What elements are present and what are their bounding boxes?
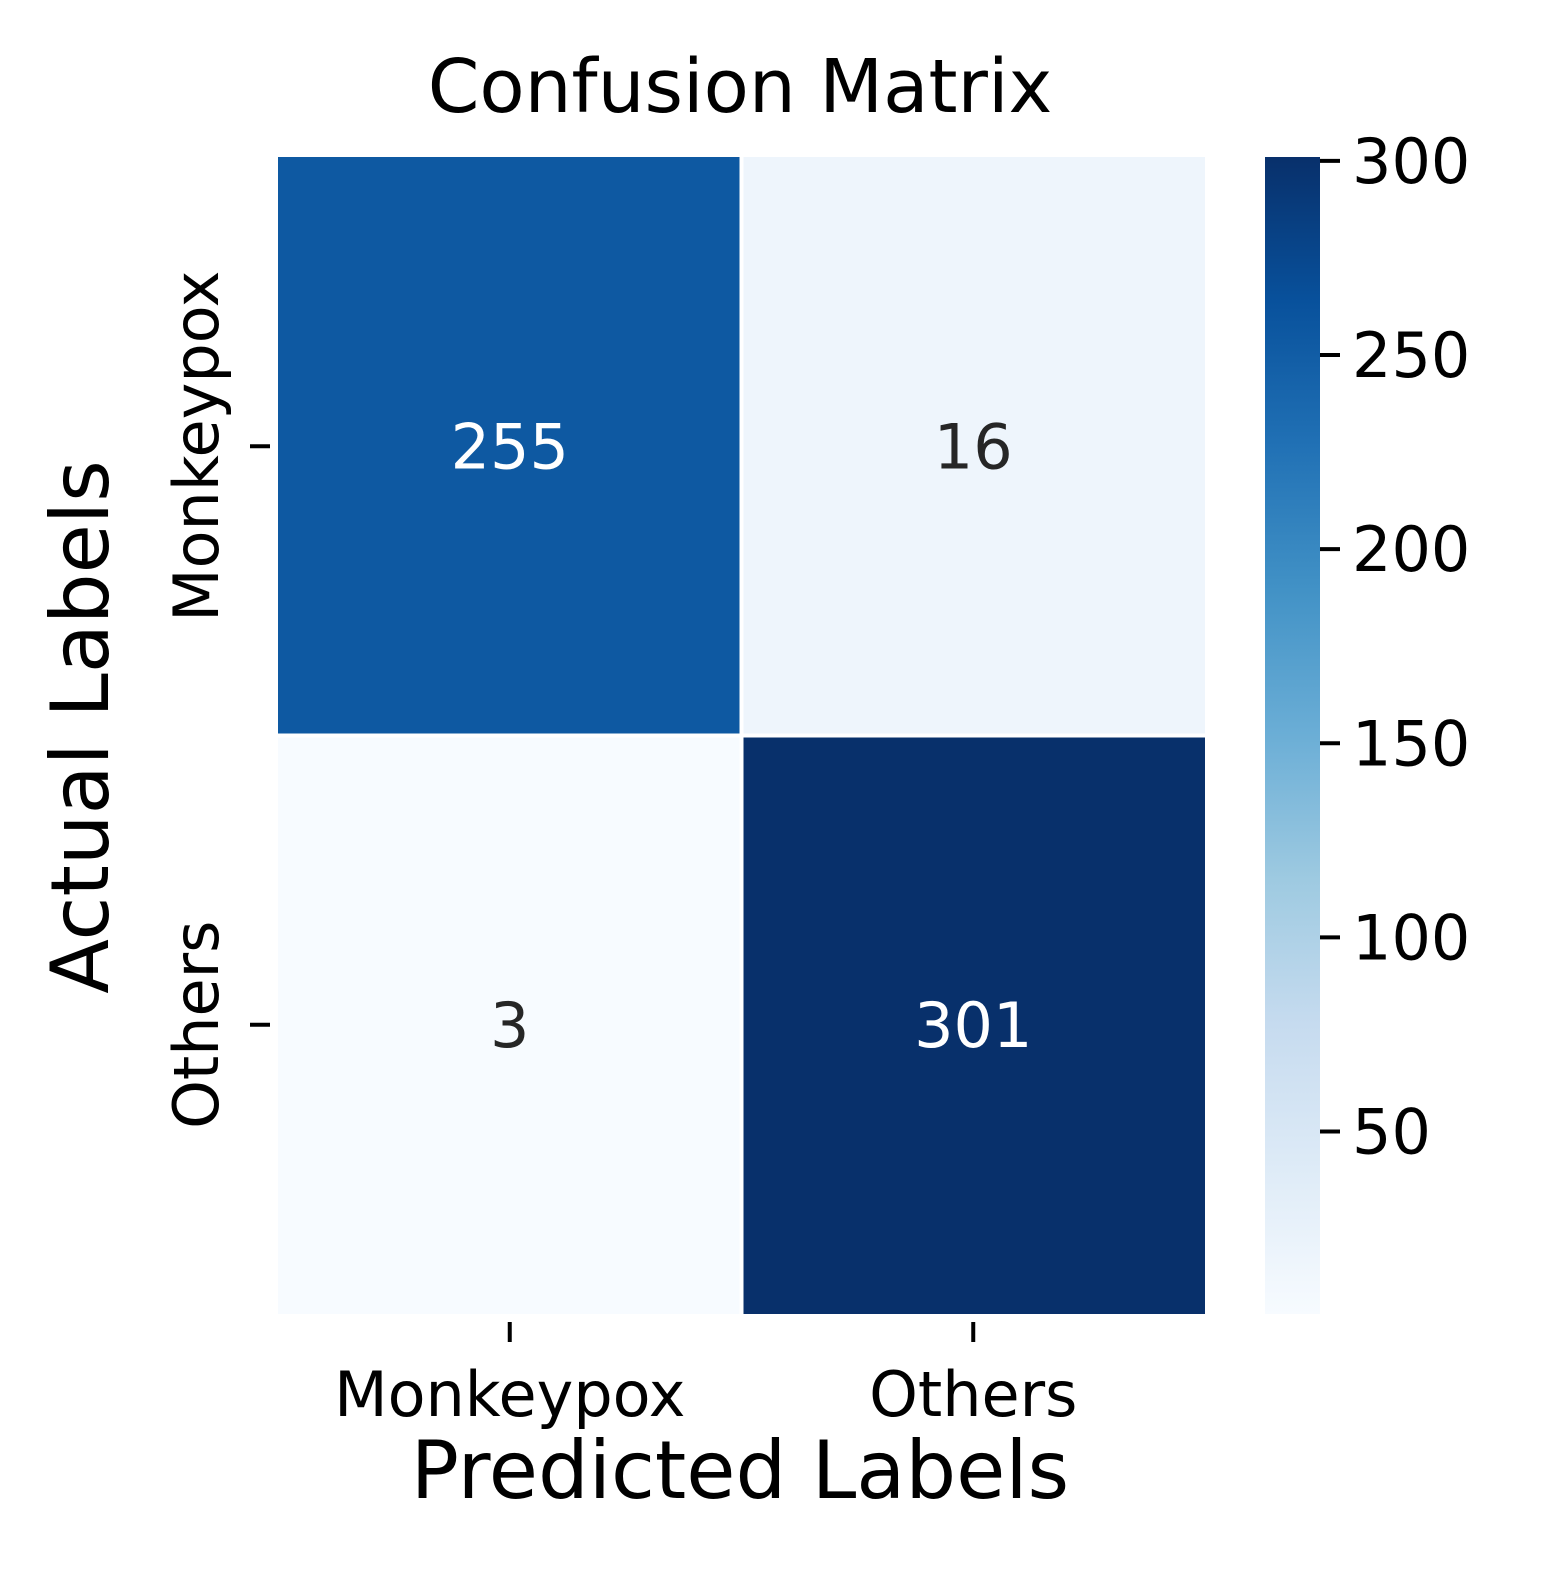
colorbar-tick-label: 50 [1352, 1096, 1431, 1169]
colorbar [1265, 157, 1320, 1314]
colorbar-tick-label: 150 [1352, 707, 1470, 780]
colorbar-tick-label: 100 [1352, 901, 1470, 974]
heatmap-cell [743, 157, 1205, 734]
y-tick-label: Monkeypox [160, 271, 233, 622]
colorbar-ticks: 50 100 150 200 250 300 [1320, 125, 1470, 1169]
heatmap-cell [278, 737, 740, 1314]
cell-value-label: 301 [914, 989, 1032, 1062]
heatmap-cell [278, 157, 740, 734]
x-axis-label: Predicted Labels [411, 1424, 1069, 1517]
x-tick-label: Others [869, 1358, 1077, 1431]
heatmap-cells [278, 157, 1205, 1314]
cell-value-label: 255 [451, 410, 569, 483]
colorbar-tick-label: 200 [1352, 513, 1470, 586]
y-axis-label: Actual Labels [34, 460, 127, 994]
heatmap-cell [743, 737, 1205, 1314]
chart-title: Confusion Matrix [428, 44, 1053, 130]
cell-value-label: 16 [934, 410, 1013, 483]
colorbar-tick-label: 250 [1352, 319, 1470, 392]
cell-annotations: 255 16 3 301 [451, 410, 1033, 1062]
cell-value-label: 3 [490, 989, 529, 1062]
y-axis-ticks: Monkeypox Others [160, 271, 270, 1129]
y-tick-label: Others [160, 921, 233, 1129]
x-tick-label: Monkeypox [334, 1358, 685, 1431]
x-axis-ticks: Monkeypox Others [334, 1322, 1077, 1431]
colorbar-tick-label: 300 [1352, 125, 1470, 198]
